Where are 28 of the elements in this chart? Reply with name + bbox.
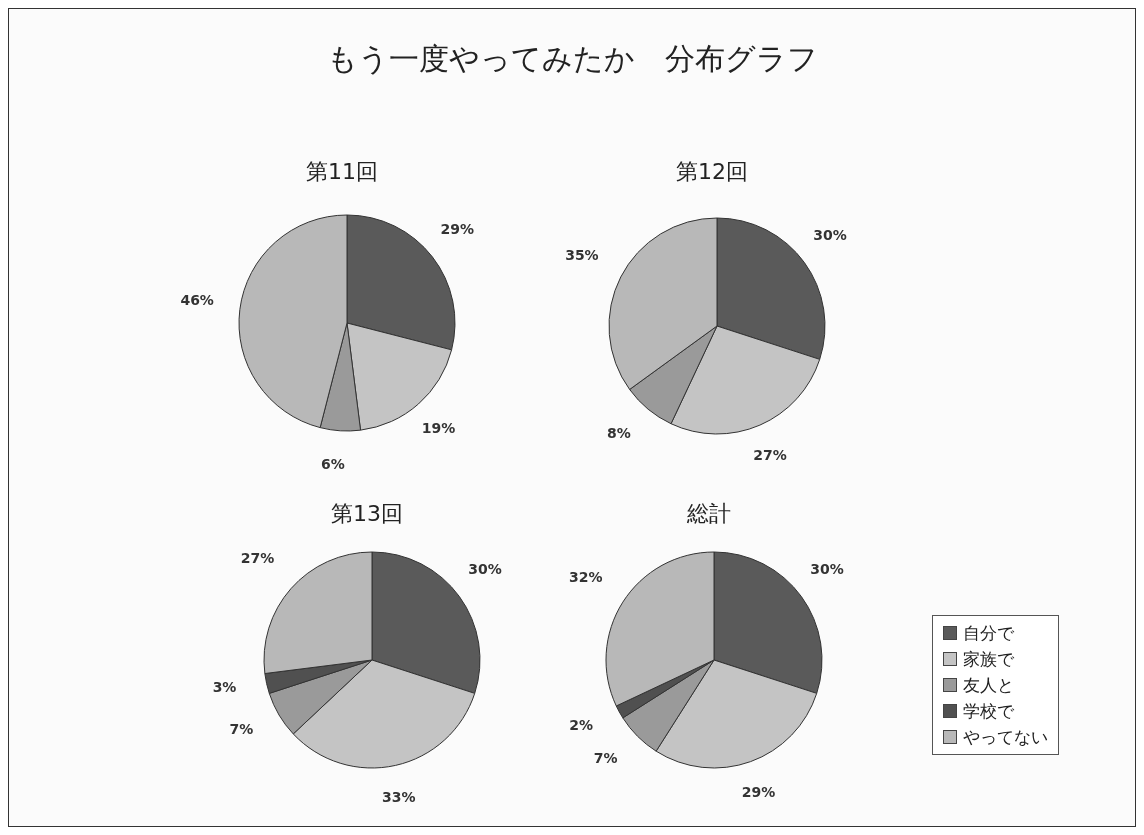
data-label: 19% (421, 419, 456, 436)
data-label: 30% (813, 227, 847, 244)
data-label: 2% (569, 717, 593, 734)
data-label: 32% (568, 568, 603, 585)
data-label: 29% (741, 784, 776, 801)
data-label: 30% (468, 561, 502, 578)
data-label: 7% (229, 721, 254, 738)
data-label: 27% (753, 446, 787, 463)
chart-title: 第11回 (305, 158, 379, 186)
data-label: 7% (593, 750, 618, 767)
legend-label: 学校で (963, 700, 1014, 723)
data-label: 8% (607, 425, 631, 442)
data-label: 29% (440, 220, 475, 237)
data-label: 27% (240, 550, 275, 567)
chart-title: 総計 (686, 500, 732, 528)
legend-label: やってない (963, 726, 1048, 749)
data-label: 6% (320, 455, 345, 472)
data-label: 46% (180, 291, 214, 308)
legend-label: 友人と (963, 674, 1014, 697)
legend-label: 自分で (963, 622, 1014, 645)
text: もう一度やってみたか 分布グラフ (325, 40, 819, 78)
data-label: 33% (382, 789, 416, 806)
legend-label: 家族で (963, 648, 1014, 671)
chart-title: 第13回 (330, 500, 404, 528)
chart-title: 第12回 (675, 158, 749, 186)
data-label: 35% (565, 246, 599, 263)
data-label: 3% (212, 678, 237, 695)
data-label: 30% (810, 561, 844, 578)
